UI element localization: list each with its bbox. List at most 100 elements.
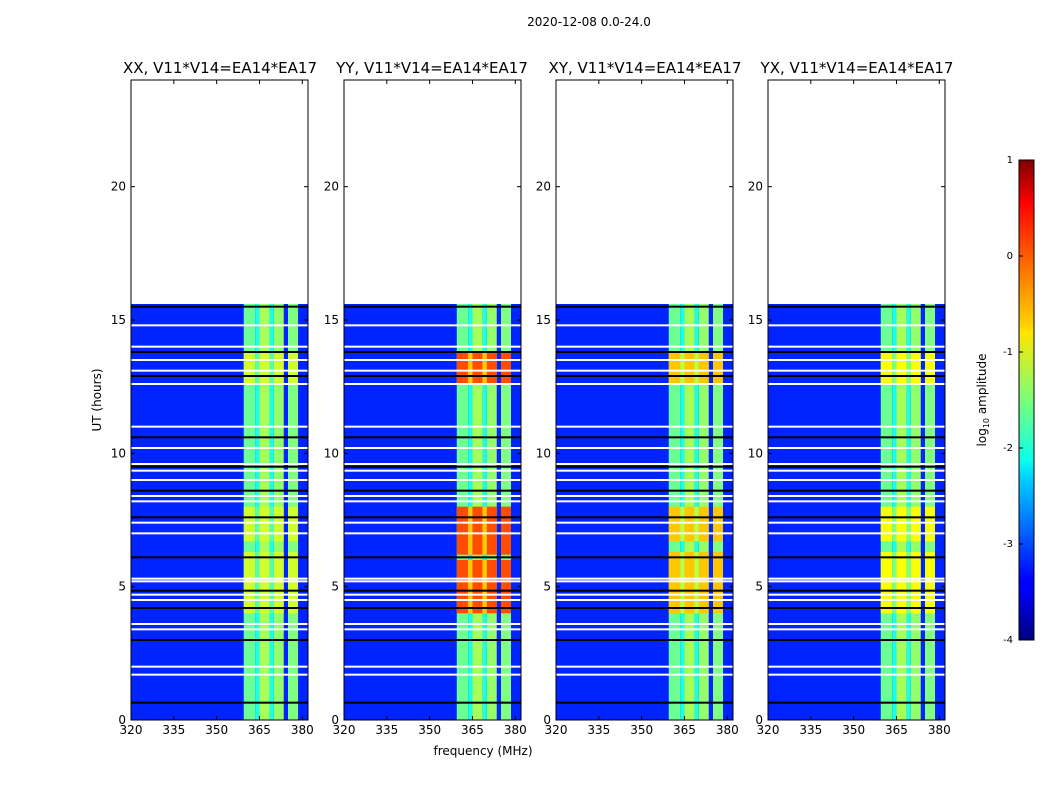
- flagged-row: [131, 375, 308, 377]
- panel-title: XX, V11*V14=EA14*EA17: [123, 59, 317, 77]
- flagged-row: [344, 479, 521, 481]
- flagged-row: [768, 521, 945, 524]
- flagged-row: [556, 589, 733, 592]
- x-axis-label: frequency (MHz): [433, 744, 532, 758]
- bright-interval: [906, 352, 911, 384]
- flagged-row: [344, 577, 521, 580]
- flagged-row: [556, 599, 733, 601]
- flagged-row: [131, 345, 308, 348]
- bright-interval: [713, 552, 724, 614]
- y-tick-label: 10: [324, 446, 339, 460]
- flagged-row: [344, 383, 521, 385]
- bright-interval: [486, 506, 497, 555]
- panel-title: XY, V11*V14=EA14*EA17: [549, 59, 742, 77]
- flagged-row: [556, 556, 733, 559]
- flagged-row: [344, 556, 521, 559]
- flagged-row: [131, 639, 308, 641]
- flagged-row: [344, 436, 521, 439]
- x-tick-label: 335: [799, 723, 822, 737]
- flagged-row: [344, 639, 521, 641]
- flagged-row: [131, 628, 308, 631]
- x-tick-label: 320: [120, 723, 143, 737]
- flagged-row: [556, 447, 733, 449]
- flagged-row: [768, 639, 945, 641]
- flagged-row: [344, 589, 521, 592]
- flagged-row: [556, 425, 733, 428]
- flagged-row: [131, 665, 308, 668]
- bright-interval: [243, 552, 256, 614]
- bright-interval: [273, 552, 284, 614]
- bright-interval: [501, 560, 512, 614]
- bright-interval: [482, 506, 487, 555]
- x-tick-label: 365: [673, 723, 696, 737]
- y-tick-label: 0: [331, 713, 339, 727]
- flagged-row: [131, 324, 308, 327]
- flagged-row: [768, 479, 945, 481]
- colorbar: 1 0 -1 -2 -3 -4 log10 amplitude: [975, 155, 1035, 646]
- y-axis-label: UT (hours): [90, 368, 104, 431]
- flagged-row: [556, 532, 733, 535]
- figure-suptitle: 2020-12-08 0.0-24.0: [527, 15, 651, 29]
- flagged-row: [768, 500, 945, 503]
- flagged-row: [556, 463, 733, 465]
- flagged-row: [131, 359, 308, 361]
- bright-interval: [910, 352, 921, 384]
- flagged-row: [131, 425, 308, 428]
- flagged-row: [131, 521, 308, 524]
- bright-interval: [684, 552, 695, 614]
- flagged-row: [344, 495, 521, 497]
- flagged-row: [344, 425, 521, 428]
- bright-interval: [713, 352, 724, 384]
- bright-interval: [892, 552, 897, 614]
- bright-interval: [259, 352, 270, 384]
- bright-interval: [482, 352, 487, 384]
- flagged-row: [344, 305, 521, 308]
- flagged-row: [768, 469, 945, 472]
- bright-interval: [713, 506, 724, 542]
- flagged-row: [768, 532, 945, 535]
- flagged-row: [344, 375, 521, 377]
- flagged-row: [556, 359, 733, 361]
- flagged-row: [768, 577, 945, 580]
- bright-interval: [925, 506, 936, 542]
- flagged-row: [768, 465, 945, 468]
- bright-interval: [259, 506, 270, 542]
- bright-interval: [680, 552, 685, 614]
- flagged-row: [768, 607, 945, 609]
- flagged-row: [768, 580, 945, 583]
- bright-interval: [456, 506, 469, 555]
- flagged-row: [556, 623, 733, 625]
- flagged-row: [344, 463, 521, 465]
- flagged-row: [768, 436, 945, 439]
- colorbar-tick-label: 0: [1007, 251, 1013, 262]
- bright-interval: [684, 352, 695, 384]
- flagged-row: [768, 599, 945, 601]
- bright-interval: [925, 352, 936, 384]
- flagged-row: [768, 489, 945, 492]
- flagged-row: [556, 436, 733, 439]
- y-tick-label: 15: [111, 313, 126, 327]
- flagged-row: [768, 589, 945, 592]
- bright-interval: [243, 352, 256, 384]
- bright-interval: [910, 552, 921, 614]
- bright-interval: [880, 506, 893, 542]
- flagged-row: [556, 305, 733, 308]
- bright-interval: [456, 560, 469, 614]
- x-tick-label: 350: [842, 723, 865, 737]
- flagged-row: [768, 369, 945, 372]
- panel-xx: XX, V11*V14=EA14*EA17 320 335 350 365 380 0 5 1…: [111, 59, 317, 737]
- bright-interval: [255, 552, 260, 614]
- flagged-row: [344, 516, 521, 519]
- flagged-row: [344, 500, 521, 503]
- colorbar-label: log10 amplitude: [975, 354, 991, 447]
- bright-interval: [698, 506, 709, 542]
- y-tick-label: 20: [748, 180, 763, 194]
- colorbar-tick-label: -1: [1003, 347, 1013, 358]
- bright-interval: [680, 506, 685, 542]
- x-tick-label: 335: [375, 723, 398, 737]
- flagged-row: [556, 500, 733, 503]
- flagged-row: [131, 599, 308, 601]
- x-tick-label: 380: [291, 723, 314, 737]
- flagged-row: [556, 495, 733, 497]
- bright-interval: [668, 352, 681, 384]
